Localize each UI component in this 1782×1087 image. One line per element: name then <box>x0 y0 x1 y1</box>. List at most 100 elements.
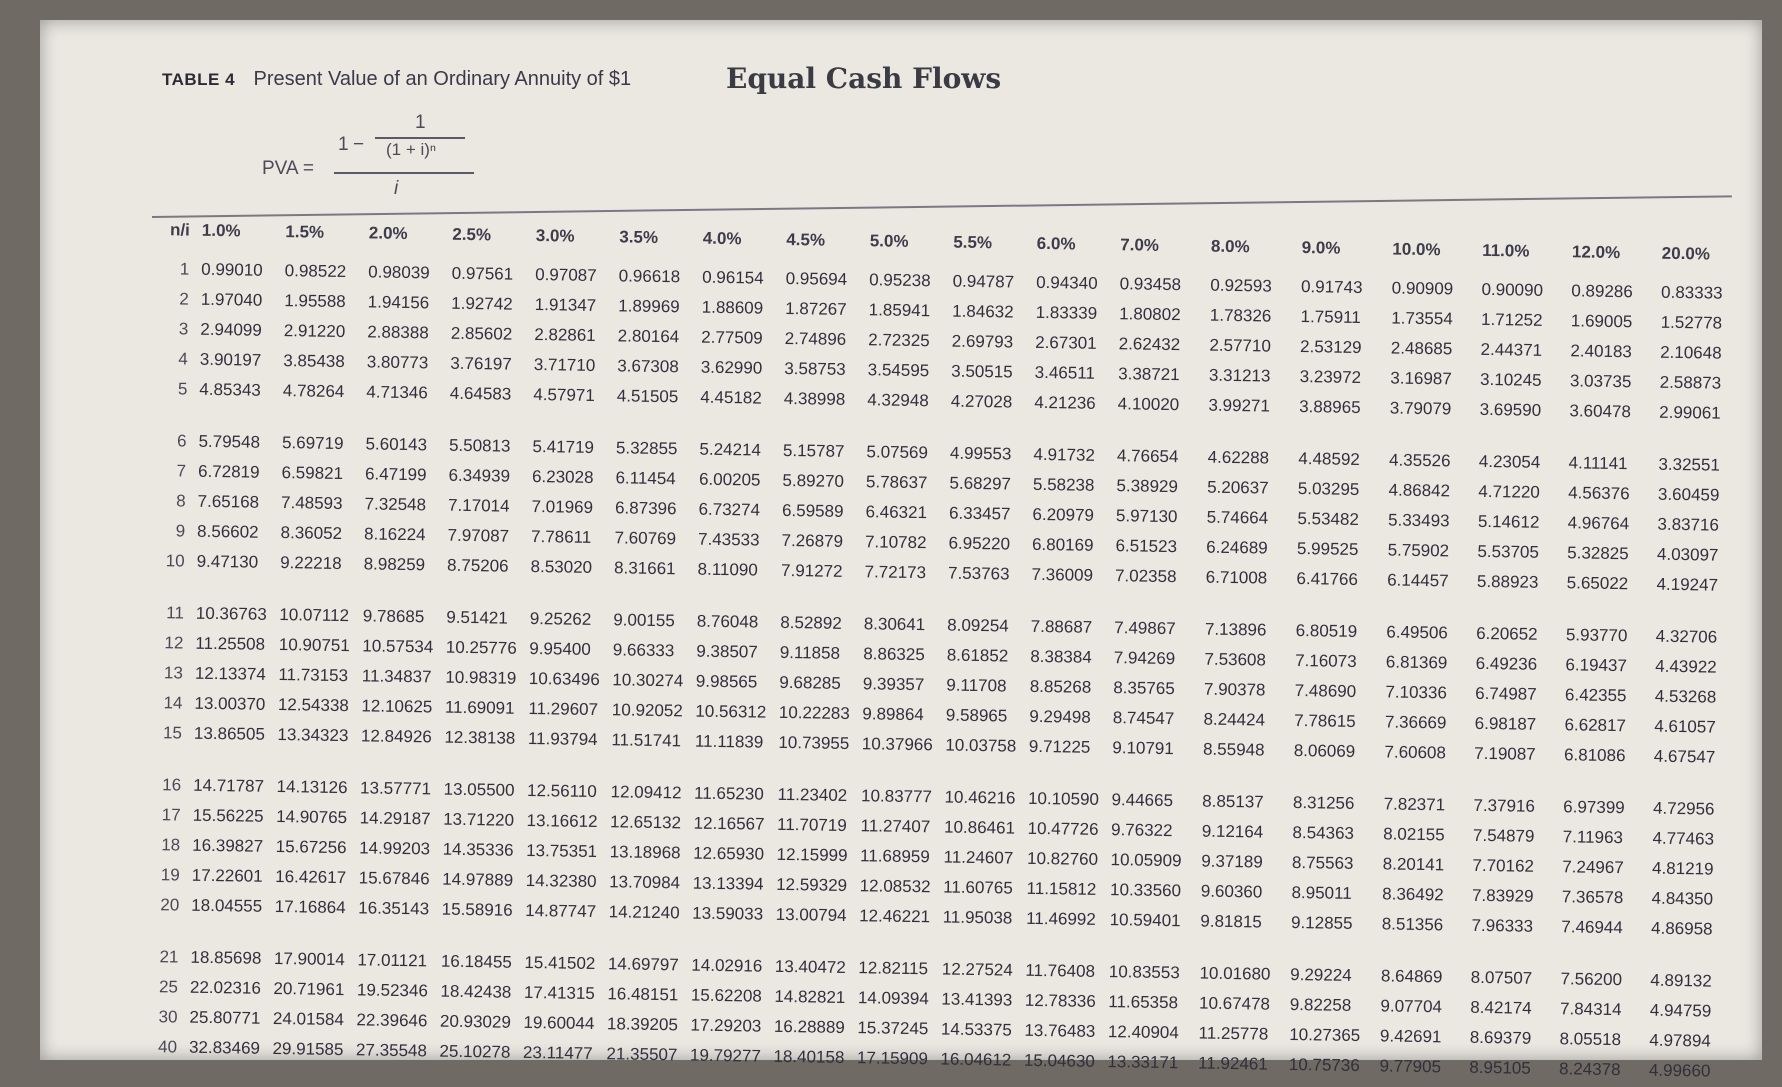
factor-cell: 8.95105 <box>1469 1057 1531 1078</box>
factor-cell: 5.53705 <box>1477 541 1540 562</box>
factor-cell: 1.89969 <box>618 296 680 317</box>
factor-cell: 19.60044 <box>523 1012 595 1034</box>
factor-cell: 13.13394 <box>692 873 764 894</box>
factor-cell: 10.05909 <box>1110 850 1182 871</box>
factor-cell: 8.38384 <box>1030 646 1092 667</box>
factor-cell: 7.53763 <box>947 563 1010 584</box>
factor-cell: 4.62288 <box>1207 447 1270 468</box>
factor-cell: 1.75911 <box>1300 307 1361 327</box>
factor-cell: 5.69719 <box>281 433 344 454</box>
factor-cell: 13.33171 <box>1107 1052 1179 1073</box>
factor-cell: 7.96333 <box>1471 915 1534 936</box>
factor-cell: 2.94099 <box>200 319 262 340</box>
factor-cell: 12.84926 <box>360 726 433 747</box>
factor-cell: 4.71220 <box>1478 481 1540 502</box>
factor-cell: 9.29498 <box>1029 706 1091 727</box>
factor-cell: 7.90378 <box>1203 679 1266 700</box>
rate-header: 9.0% <box>1301 238 1341 258</box>
formula-fraction-bar <box>334 172 474 174</box>
rate-header: 20.0% <box>1661 243 1711 264</box>
factor-cell: 7.78615 <box>1294 711 1356 731</box>
period-cell: 3 <box>178 319 189 339</box>
factor-cell: 4.71346 <box>366 382 428 403</box>
factor-cell: 14.69797 <box>607 954 679 975</box>
factor-cell: 4.51505 <box>616 386 679 407</box>
factor-cell: 9.44665 <box>1111 790 1174 811</box>
textbook-page: TABLE 4 Present Value of an Ordinary Ann… <box>40 20 1762 1081</box>
factor-cell: 13.41393 <box>941 989 1013 1010</box>
factor-cell: 7.24967 <box>1562 857 1624 878</box>
factor-cell: 3.67308 <box>617 356 679 377</box>
factor-cell: 4.67547 <box>1653 746 1716 767</box>
factor-cell: 5.32825 <box>1567 543 1629 564</box>
factor-cell: 8.98259 <box>363 554 426 575</box>
factor-cell: 14.71787 <box>193 775 265 796</box>
factor-cell: 0.93458 <box>1119 274 1182 295</box>
factor-cell: 9.78685 <box>362 606 425 627</box>
factor-cell: 3.71710 <box>533 355 596 375</box>
factor-cell: 6.81369 <box>1385 652 1448 673</box>
factor-cell: 4.84350 <box>1651 888 1714 909</box>
period-cell: 11 <box>166 603 185 623</box>
factor-cell: 5.20637 <box>1207 477 1269 498</box>
factor-cell: 5.60143 <box>365 434 428 455</box>
period-cell: 14 <box>163 693 183 713</box>
annuity-table-wrapper: n/i 1.0% 1.5% 2.0% 2.5% 3.0% 3.5% 4.0% 4.5% 5.0%… <box>139 220 1752 1087</box>
factor-cell: 7.48690 <box>1294 681 1357 701</box>
factor-cell: 11.60765 <box>943 877 1013 898</box>
factor-cell: 7.60608 <box>1384 742 1447 763</box>
factor-cell: 5.74664 <box>1206 507 1269 528</box>
factor-cell: 3.76197 <box>450 353 512 374</box>
factor-cell: 12.38138 <box>444 727 516 748</box>
formula-lhs: PVA = <box>262 158 314 179</box>
factor-cell: 6.19437 <box>1565 655 1628 676</box>
factor-cell: 16.42617 <box>275 867 347 888</box>
factor-cell: 4.03097 <box>1656 544 1719 565</box>
factor-cell: 2.53129 <box>1299 337 1362 358</box>
factor-cell: 1.88609 <box>701 297 764 318</box>
factor-cell: 10.07112 <box>279 605 350 626</box>
factor-cell: 18.39205 <box>606 1014 679 1035</box>
factor-cell: 6.24689 <box>1206 537 1268 558</box>
factor-cell: 14.09394 <box>857 988 929 1009</box>
factor-cell: 10.36763 <box>195 603 267 624</box>
factor-cell: 2.44371 <box>1480 339 1543 360</box>
formula-denominator: i <box>394 178 399 199</box>
factor-cell: 15.58916 <box>441 899 513 920</box>
factor-cell: 5.75902 <box>1387 540 1450 561</box>
factor-cell: 3.50515 <box>951 361 1013 382</box>
factor-cell: 7.37916 <box>1473 795 1536 816</box>
period-cell: 12 <box>164 633 184 653</box>
factor-cell: 0.89286 <box>1571 281 1633 302</box>
rate-header: 10.0% <box>1392 239 1441 260</box>
period-cell: 6 <box>176 431 187 451</box>
rate-header: 11.0% <box>1482 240 1530 261</box>
factor-cell: 11.25508 <box>195 633 266 654</box>
period-cell: 8 <box>176 491 186 511</box>
factor-cell: 3.60478 <box>1569 401 1632 422</box>
factor-cell: 3.80773 <box>366 352 429 373</box>
period-cell: 7 <box>176 461 187 481</box>
factor-cell: 9.95400 <box>529 638 591 659</box>
factor-cell: 16.04612 <box>940 1049 1012 1070</box>
factor-cell: 11.46992 <box>1026 908 1096 929</box>
factor-cell: 4.86958 <box>1650 918 1713 939</box>
factor-cell: 9.29224 <box>1290 964 1352 985</box>
table-label: TABLE 4 <box>162 70 236 89</box>
factor-cell: 0.96154 <box>702 267 764 288</box>
factor-cell: 6.74987 <box>1475 683 1537 704</box>
rate-header: 8.0% <box>1210 236 1250 257</box>
factor-cell: 2.88388 <box>367 322 429 343</box>
factor-cell: 15.62208 <box>690 985 762 1006</box>
factor-cell: 13.71220 <box>443 809 515 830</box>
factor-cell: 10.10590 <box>1027 788 1100 809</box>
factor-cell: 4.91732 <box>1033 444 1096 465</box>
factor-cell: 7.10782 <box>864 532 927 553</box>
factor-cell: 8.54363 <box>1292 822 1355 843</box>
factor-cell: 10.37966 <box>861 734 933 755</box>
factor-cell: 7.01969 <box>531 496 594 517</box>
factor-cell: 5.78637 <box>865 472 928 493</box>
factor-cell: 6.80169 <box>1031 534 1094 555</box>
rate-header: 6.0% <box>1036 233 1076 254</box>
factor-cell: 4.11141 <box>1568 453 1628 474</box>
